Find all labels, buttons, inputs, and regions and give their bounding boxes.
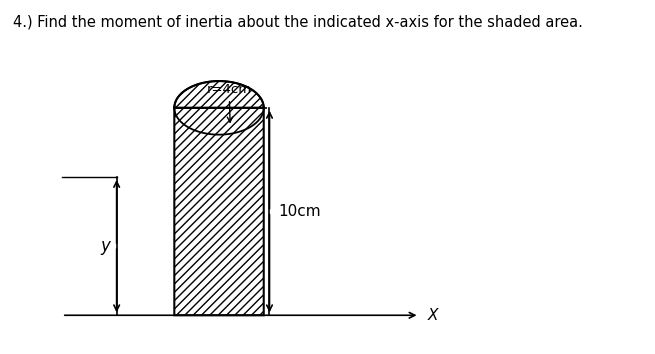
Text: X: X <box>428 308 439 323</box>
Polygon shape <box>174 81 264 315</box>
Text: r=4cm: r=4cm <box>206 83 252 122</box>
Text: 10cm: 10cm <box>278 204 321 219</box>
Text: 4.) Find the moment of inertia about the indicated x-axis for the shaded area.: 4.) Find the moment of inertia about the… <box>13 15 583 29</box>
Text: y: y <box>100 237 110 255</box>
